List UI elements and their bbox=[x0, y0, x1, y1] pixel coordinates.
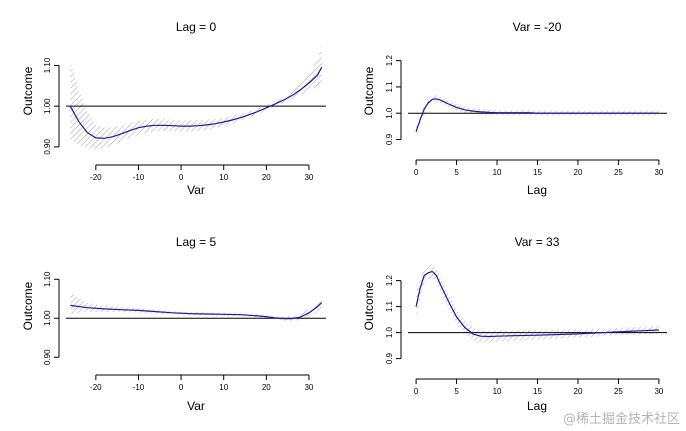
x-tick-label: -10 bbox=[133, 383, 145, 392]
confidence-band bbox=[416, 95, 659, 137]
x-tick-label: 10 bbox=[493, 168, 502, 177]
x-tick-label: 20 bbox=[574, 387, 583, 396]
confidence-band bbox=[70, 292, 322, 321]
x-axis-label: Var bbox=[187, 183, 205, 197]
x-axis-label: Lag bbox=[527, 399, 547, 413]
x-tick-label: 25 bbox=[614, 387, 623, 396]
x-tick-label: 0 bbox=[179, 173, 184, 182]
x-tick-label: 30 bbox=[654, 387, 663, 396]
x-tick-label: 30 bbox=[304, 173, 313, 182]
y-tick-label: 1.10 bbox=[43, 271, 52, 287]
panel-var-33: Var = 33 0 5 10 15 20 25 30 0.9 1.0 1.1 1.2 Lag Ou… bbox=[362, 235, 667, 413]
x-tick-label: -10 bbox=[133, 173, 145, 182]
y-tick-label: 1.10 bbox=[43, 57, 52, 73]
y-tick-label: 1.2 bbox=[385, 274, 394, 286]
x-tick-label: 20 bbox=[262, 173, 271, 182]
y-axis-label: Outcome bbox=[362, 66, 376, 115]
x-tick-label: 0 bbox=[414, 387, 419, 396]
x-tick-label: 15 bbox=[533, 387, 542, 396]
x-tick-label: -20 bbox=[90, 173, 102, 182]
panel-title: Lag = 5 bbox=[176, 235, 217, 249]
x-tick-label: 10 bbox=[219, 383, 228, 392]
y-tick-label: 1.00 bbox=[43, 98, 52, 114]
y-tick-label: 0.90 bbox=[43, 349, 52, 365]
x-tick-label: 25 bbox=[614, 168, 623, 177]
x-tick-label: 15 bbox=[533, 168, 542, 177]
y-axis-label: Outcome bbox=[362, 281, 376, 330]
x-tick-label: 10 bbox=[219, 173, 228, 182]
confidence-band bbox=[416, 264, 659, 343]
x-tick-label: 5 bbox=[454, 168, 459, 177]
x-tick-label: 0 bbox=[414, 168, 419, 177]
y-tick-label: 0.9 bbox=[385, 133, 394, 145]
series-line bbox=[415, 270, 659, 338]
panel-title: Var = -20 bbox=[513, 20, 562, 34]
panel-lag-0: Lag = 0 -20 -10 0 10 20 30 0.90 1.00 1.10 Var Ou… bbox=[21, 20, 326, 197]
plot-area: -20 -10 0 10 20 30 0.90 1.00 1.10 bbox=[43, 45, 326, 182]
series-line bbox=[70, 302, 323, 320]
y-tick-label: 1.1 bbox=[385, 81, 394, 93]
panel-var-minus-20: Var = -20 0 5 10 15 20 25 30 0.9 1.0 1.1 1.2 Lag O… bbox=[362, 20, 667, 197]
x-axis-label: Lag bbox=[527, 183, 547, 197]
plot-area: 0 5 10 15 20 25 30 0.9 1.0 1.1 1.2 bbox=[385, 264, 667, 396]
y-tick-label: 0.9 bbox=[385, 352, 394, 364]
confidence-band bbox=[70, 45, 322, 150]
x-axis-label: Var bbox=[187, 399, 205, 413]
panel-title: Lag = 0 bbox=[176, 20, 217, 34]
x-tick-label: -20 bbox=[90, 383, 102, 392]
y-tick-label: 1.2 bbox=[385, 55, 394, 67]
series-line bbox=[69, 66, 323, 139]
y-tick-label: 0.90 bbox=[43, 139, 52, 155]
plot-area: 0 5 10 15 20 25 30 0.9 1.0 1.1 1.2 bbox=[385, 55, 667, 177]
x-tick-label: 5 bbox=[454, 387, 459, 396]
y-axis-label: Outcome bbox=[21, 281, 35, 330]
x-tick-label: 30 bbox=[304, 383, 313, 392]
plot-area: -20 -10 0 10 20 30 0.90 1.00 1.10 bbox=[43, 271, 326, 392]
x-tick-label: 20 bbox=[262, 383, 271, 392]
y-tick-label: 1.0 bbox=[385, 107, 394, 119]
x-tick-label: 30 bbox=[654, 168, 663, 177]
y-axis-label: Outcome bbox=[21, 66, 35, 115]
y-tick-label: 1.00 bbox=[43, 310, 52, 326]
y-tick-label: 1.0 bbox=[385, 326, 394, 338]
x-tick-label: 10 bbox=[493, 387, 502, 396]
y-tick-label: 1.1 bbox=[385, 300, 394, 312]
x-tick-label: 0 bbox=[179, 383, 184, 392]
panel-title: Var = 33 bbox=[515, 235, 560, 249]
watermark-text: @稀土掘金技术社区 bbox=[562, 412, 680, 427]
panel-lag-5: Lag = 5 -20 -10 0 10 20 30 0.90 1.00 1.10 Var Ou… bbox=[21, 235, 326, 413]
x-tick-label: 20 bbox=[574, 168, 583, 177]
series-line bbox=[415, 98, 659, 132]
